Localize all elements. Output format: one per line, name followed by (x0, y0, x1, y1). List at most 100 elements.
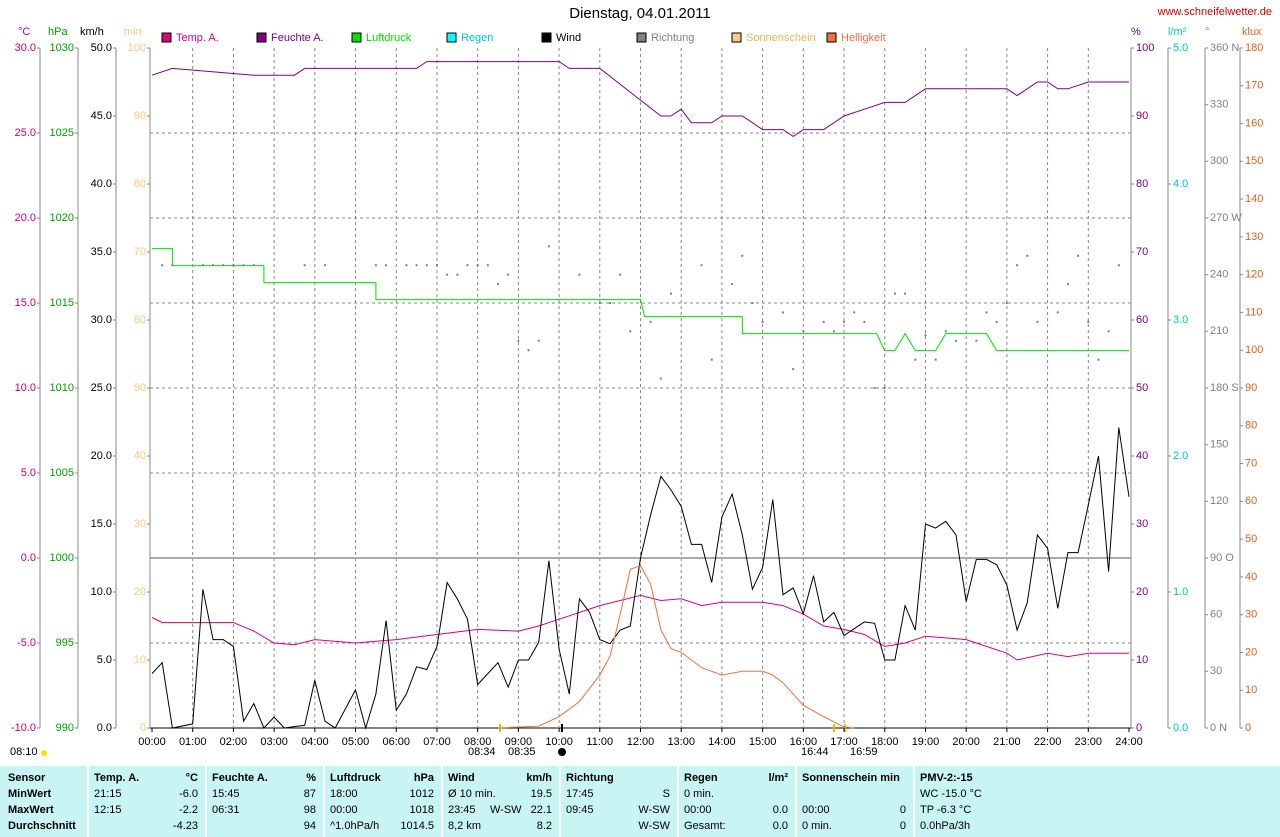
legend-swatch (826, 32, 837, 43)
y-tick-label: 120 (1210, 495, 1228, 507)
x-tick-label: 20:00 (952, 736, 980, 748)
y-tick-label: 10.0 (15, 382, 36, 394)
x-tick-label: 19:00 (912, 736, 940, 748)
direction-dot (476, 264, 479, 267)
x-tick-label: 00:00 (138, 736, 166, 748)
y-tick-label: 60 (1245, 495, 1257, 507)
x-tick-label: 15:00 (749, 736, 777, 748)
source-link[interactable]: www.schneifelwetter.de (1157, 6, 1272, 18)
cell-value: 0 (900, 804, 906, 816)
y-tick-label: 100 (1245, 344, 1263, 356)
cell-time: 18:00 (330, 788, 358, 800)
cell-value: 1012 (410, 788, 434, 800)
x-tick-label: 04:00 (301, 736, 329, 748)
direction-dot (731, 283, 734, 286)
cell-value: 0.0 (773, 804, 788, 816)
y-tick-label: 130 (1245, 231, 1263, 243)
direction-dot (832, 330, 835, 333)
legend-swatch (636, 32, 647, 43)
y-tick-label: 90 (1136, 110, 1148, 122)
direction-dot (242, 264, 245, 267)
legend-swatch (541, 32, 552, 43)
legend-label: Richtung (651, 32, 694, 44)
annotation: 16:59 (850, 746, 878, 758)
y-tick-label: 0 (1245, 722, 1251, 734)
direction-dot (802, 330, 805, 333)
direction-dot (741, 254, 744, 257)
legend-swatch (446, 32, 457, 43)
cell-time: 12:15 (94, 804, 122, 816)
y-tick-label: 50.0 (91, 42, 112, 54)
y-tick-label: 30.0 (91, 314, 112, 326)
y-tick-label: 15.0 (91, 518, 112, 530)
x-tick-label: 03:00 (260, 736, 288, 748)
direction-dot (700, 264, 703, 267)
cell-time: 06:31 (212, 804, 240, 816)
cell-value: 22.1 (531, 804, 552, 816)
direction-dot (629, 330, 632, 333)
x-tick-label: 23:00 (1075, 736, 1103, 748)
direction-dot (863, 320, 866, 323)
direction-dot (1005, 302, 1008, 304)
series-line (151, 427, 1130, 730)
y-tick-label: 990 (56, 722, 74, 734)
cell-middle: W-SW (490, 804, 522, 816)
column-header: Temp. A. (94, 772, 139, 784)
cell-value: W-SW (638, 804, 670, 816)
x-tick-label: 01:00 (179, 736, 207, 748)
y-tick-label: 0 N (1210, 722, 1227, 734)
direction-dot (975, 339, 978, 342)
y-tick-label: 180 (1245, 42, 1263, 54)
cell-time: WC -15.0 °C (920, 788, 982, 800)
cell-time: 17:45 (566, 788, 594, 800)
y-tick-label: 0.0 (97, 722, 112, 734)
series-line (497, 564, 855, 729)
column-header: Sonnenschein min (802, 772, 900, 784)
direction-dot (710, 358, 713, 361)
column-unit: % (306, 772, 316, 784)
direction-dot (232, 264, 235, 267)
column-unit: l/m² (768, 772, 788, 784)
cell-value: 8.2 (537, 820, 552, 832)
moon-icon (558, 748, 566, 756)
x-tick-label: 07:00 (423, 736, 451, 748)
x-tick-label: 10:00 (545, 736, 573, 748)
x-tick-label: 14:00 (708, 736, 736, 748)
legend-swatch (731, 32, 742, 43)
y-tick-label: 30 (134, 518, 146, 530)
cell-time: 21:15 (94, 788, 122, 800)
direction-dot (670, 292, 673, 295)
x-tick-label: 13:00 (667, 736, 695, 748)
y-tick-label: 10 (1136, 654, 1148, 666)
direction-dot (985, 311, 988, 314)
direction-dot (405, 264, 408, 267)
column-header: Feuchte A. (212, 772, 268, 784)
direction-dot (456, 273, 459, 276)
y-tick-label: 4.0 (1173, 178, 1188, 190)
cell-value: 19.5 (531, 788, 552, 800)
x-tick-label: 12:00 (627, 736, 655, 748)
x-tick-label: 18:00 (871, 736, 899, 748)
y-tick-label: 150 (1210, 439, 1228, 451)
y-tick-label: 40.0 (91, 178, 112, 190)
direction-dot (619, 273, 622, 276)
y-tick-label: 5.0 (21, 467, 36, 479)
y-tick-label: 1000 (50, 552, 74, 564)
x-tick-label: 08:00 (464, 736, 492, 748)
legend-swatch (351, 32, 362, 43)
direction-dot (222, 264, 225, 267)
annotation: 08:10 (10, 746, 38, 758)
cell-value: 94 (304, 820, 316, 832)
y-tick-label: 40 (1136, 450, 1148, 462)
cell-time: Ø 10 min. (448, 788, 496, 800)
y-tick-label: 995 (56, 637, 74, 649)
legend-label: Sonnenschein (746, 32, 816, 44)
cell-value: W-SW (638, 820, 670, 832)
direction-dot (944, 330, 947, 333)
direction-dot (517, 339, 520, 342)
direction-dot (324, 264, 327, 267)
axis-unit: km/h (80, 26, 104, 38)
cell-value: -2.2 (179, 804, 198, 816)
y-tick-label: 35.0 (91, 246, 112, 258)
direction-dot (1087, 320, 1090, 323)
